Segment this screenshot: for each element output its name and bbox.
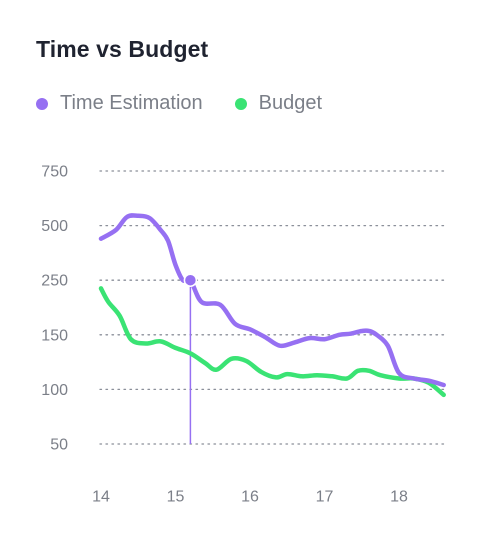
legend-item-budget[interactable]: Budget: [234, 92, 323, 115]
y-tick-label: 250: [41, 273, 68, 290]
legend-dot-time-estimation: [36, 97, 48, 110]
legend-label-budget: Budget: [258, 92, 323, 114]
chart-legend: Time Estimation Budget: [36, 92, 354, 115]
highlight-point[interactable]: [183, 273, 198, 287]
x-tick-label: 14: [92, 489, 110, 506]
y-tick-label: 150: [41, 327, 68, 344]
legend-dot-budget: [234, 97, 247, 110]
x-tick-label: 15: [167, 489, 185, 506]
chart-title: Time vs Budget: [36, 36, 209, 62]
y-tick-label: 50: [50, 437, 68, 454]
y-tick-label: 500: [41, 218, 68, 235]
series-line-time-estimation[interactable]: [98, 213, 446, 388]
series-line-budget[interactable]: [98, 286, 446, 398]
y-tick-label: 100: [41, 382, 68, 399]
legend-item-time-estimation[interactable]: Time Estimation: [36, 92, 203, 115]
legend-label-time-estimation: Time Estimation: [60, 92, 203, 114]
y-tick-label: 750: [41, 164, 68, 181]
x-tick-label: 17: [316, 489, 334, 506]
x-tick-label: 16: [241, 489, 259, 506]
x-tick-label: 18: [390, 489, 408, 506]
